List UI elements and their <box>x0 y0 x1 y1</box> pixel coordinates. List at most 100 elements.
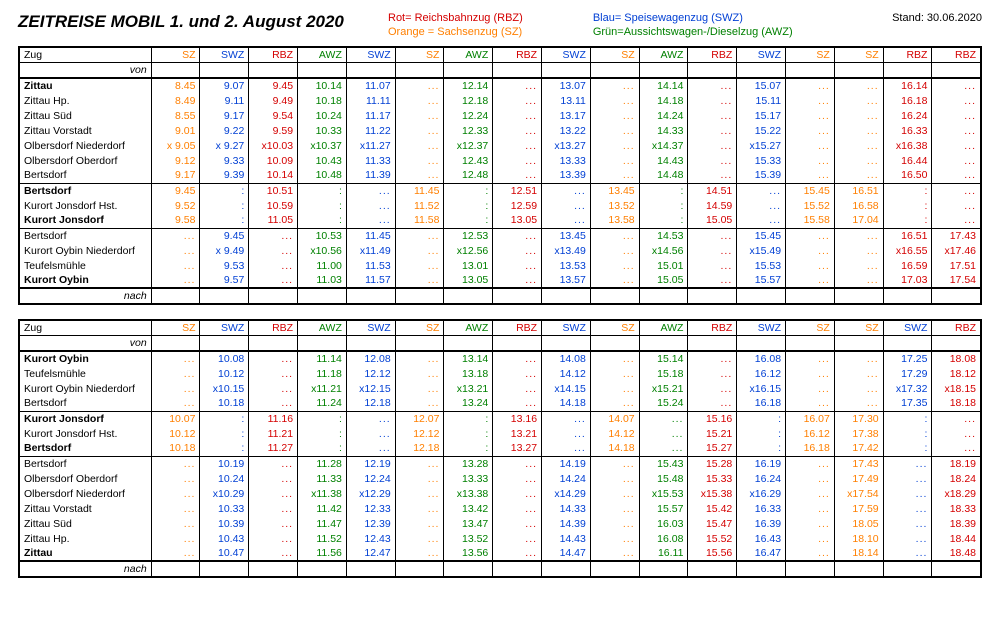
time-cell: ... <box>786 108 835 123</box>
time-cell: : <box>883 411 932 426</box>
time-cell: ... <box>395 396 444 411</box>
time-cell: ... <box>493 516 542 531</box>
time-cell: 15.01 <box>639 258 688 273</box>
time-cell: ... <box>932 411 981 426</box>
time-cell: 11.05 <box>249 213 298 228</box>
time-cell: 10.48 <box>298 168 347 183</box>
time-cell: ... <box>151 243 200 258</box>
time-cell: 14.18 <box>542 396 591 411</box>
station-name: Zittau Süd <box>19 516 151 531</box>
time-cell: x10.37 <box>298 138 347 153</box>
time-cell: ... <box>786 531 835 546</box>
time-cell: 15.22 <box>737 123 786 138</box>
time-cell: 14.07 <box>590 411 639 426</box>
time-cell: 13.47 <box>444 516 493 531</box>
time-cell: 11.45 <box>395 183 444 198</box>
time-cell: x15.53 <box>639 486 688 501</box>
station-name: Kurort Jonsdorf Hst. <box>19 426 151 441</box>
time-cell: 15.52 <box>786 198 835 213</box>
time-cell: ... <box>395 501 444 516</box>
time-cell: ... <box>786 258 835 273</box>
time-cell: ... <box>395 93 444 108</box>
time-cell: ... <box>932 78 981 93</box>
time-cell: ... <box>688 243 737 258</box>
time-cell: ... <box>883 516 932 531</box>
time-cell: 15.24 <box>639 396 688 411</box>
time-cell: ... <box>590 78 639 93</box>
train-type-header: SZ <box>834 320 883 336</box>
time-cell: 13.52 <box>590 198 639 213</box>
time-cell: 16.24 <box>737 471 786 486</box>
time-cell: ... <box>834 366 883 381</box>
time-cell: ... <box>493 366 542 381</box>
time-cell: ... <box>786 168 835 183</box>
time-cell: ... <box>395 138 444 153</box>
time-cell: ... <box>493 531 542 546</box>
time-cell: ... <box>786 273 835 288</box>
time-cell: 10.14 <box>249 168 298 183</box>
time-cell: 10.53 <box>298 228 347 243</box>
time-cell: ... <box>688 168 737 183</box>
time-cell: ... <box>151 351 200 366</box>
time-cell: ... <box>688 258 737 273</box>
time-cell: 14.33 <box>542 501 591 516</box>
time-cell: ... <box>151 396 200 411</box>
time-cell: : <box>444 183 493 198</box>
time-cell: ... <box>346 411 395 426</box>
time-cell: 10.18 <box>298 93 347 108</box>
time-cell: ... <box>932 153 981 168</box>
time-cell: 16.12 <box>786 426 835 441</box>
time-cell: : <box>200 213 249 228</box>
time-cell: 12.59 <box>493 198 542 213</box>
time-cell: ... <box>737 198 786 213</box>
time-cell: x16.15 <box>737 381 786 396</box>
time-cell: x15.27 <box>737 138 786 153</box>
time-cell: 12.33 <box>346 501 395 516</box>
time-cell: 9.17 <box>200 108 249 123</box>
time-cell: 9.01 <box>151 123 200 138</box>
time-cell: ... <box>542 183 591 198</box>
time-cell: x14.56 <box>639 243 688 258</box>
time-cell: ... <box>249 228 298 243</box>
time-cell: ... <box>493 108 542 123</box>
time-cell: x18.15 <box>932 381 981 396</box>
time-cell: 12.33 <box>444 123 493 138</box>
time-cell: 14.18 <box>639 93 688 108</box>
time-cell: 16.24 <box>883 108 932 123</box>
time-cell: ... <box>786 456 835 471</box>
time-cell: 11.22 <box>346 123 395 138</box>
time-cell: ... <box>395 123 444 138</box>
time-cell: ... <box>786 78 835 93</box>
von-label: von <box>19 63 151 79</box>
time-cell: 17.25 <box>883 351 932 366</box>
time-cell: ... <box>786 351 835 366</box>
train-type-header: AWZ <box>444 47 493 63</box>
train-type-header: SZ <box>590 320 639 336</box>
time-cell: 11.24 <box>298 396 347 411</box>
time-cell: ... <box>786 243 835 258</box>
time-cell: x12.56 <box>444 243 493 258</box>
time-cell: ... <box>590 531 639 546</box>
time-cell: 13.22 <box>542 123 591 138</box>
time-cell: ... <box>932 426 981 441</box>
time-cell: ... <box>590 153 639 168</box>
time-cell: ... <box>590 501 639 516</box>
time-cell: 18.12 <box>932 366 981 381</box>
time-cell: 16.19 <box>737 456 786 471</box>
time-cell: ... <box>151 381 200 396</box>
time-cell: ... <box>249 531 298 546</box>
time-cell: 17.59 <box>834 501 883 516</box>
time-cell: 17.38 <box>834 426 883 441</box>
station-name: Olbersdorf Oberdorf <box>19 471 151 486</box>
time-cell: ... <box>932 138 981 153</box>
time-cell: ... <box>932 198 981 213</box>
time-cell: 13.57 <box>542 273 591 288</box>
nach-label: nach <box>19 561 151 577</box>
time-cell: 10.51 <box>249 183 298 198</box>
time-cell: x 9.27 <box>200 138 249 153</box>
train-type-header: AWZ <box>639 47 688 63</box>
train-type-header: RBZ <box>688 320 737 336</box>
time-cell: 9.45 <box>249 78 298 93</box>
time-cell: 15.11 <box>737 93 786 108</box>
time-cell: 17.49 <box>834 471 883 486</box>
